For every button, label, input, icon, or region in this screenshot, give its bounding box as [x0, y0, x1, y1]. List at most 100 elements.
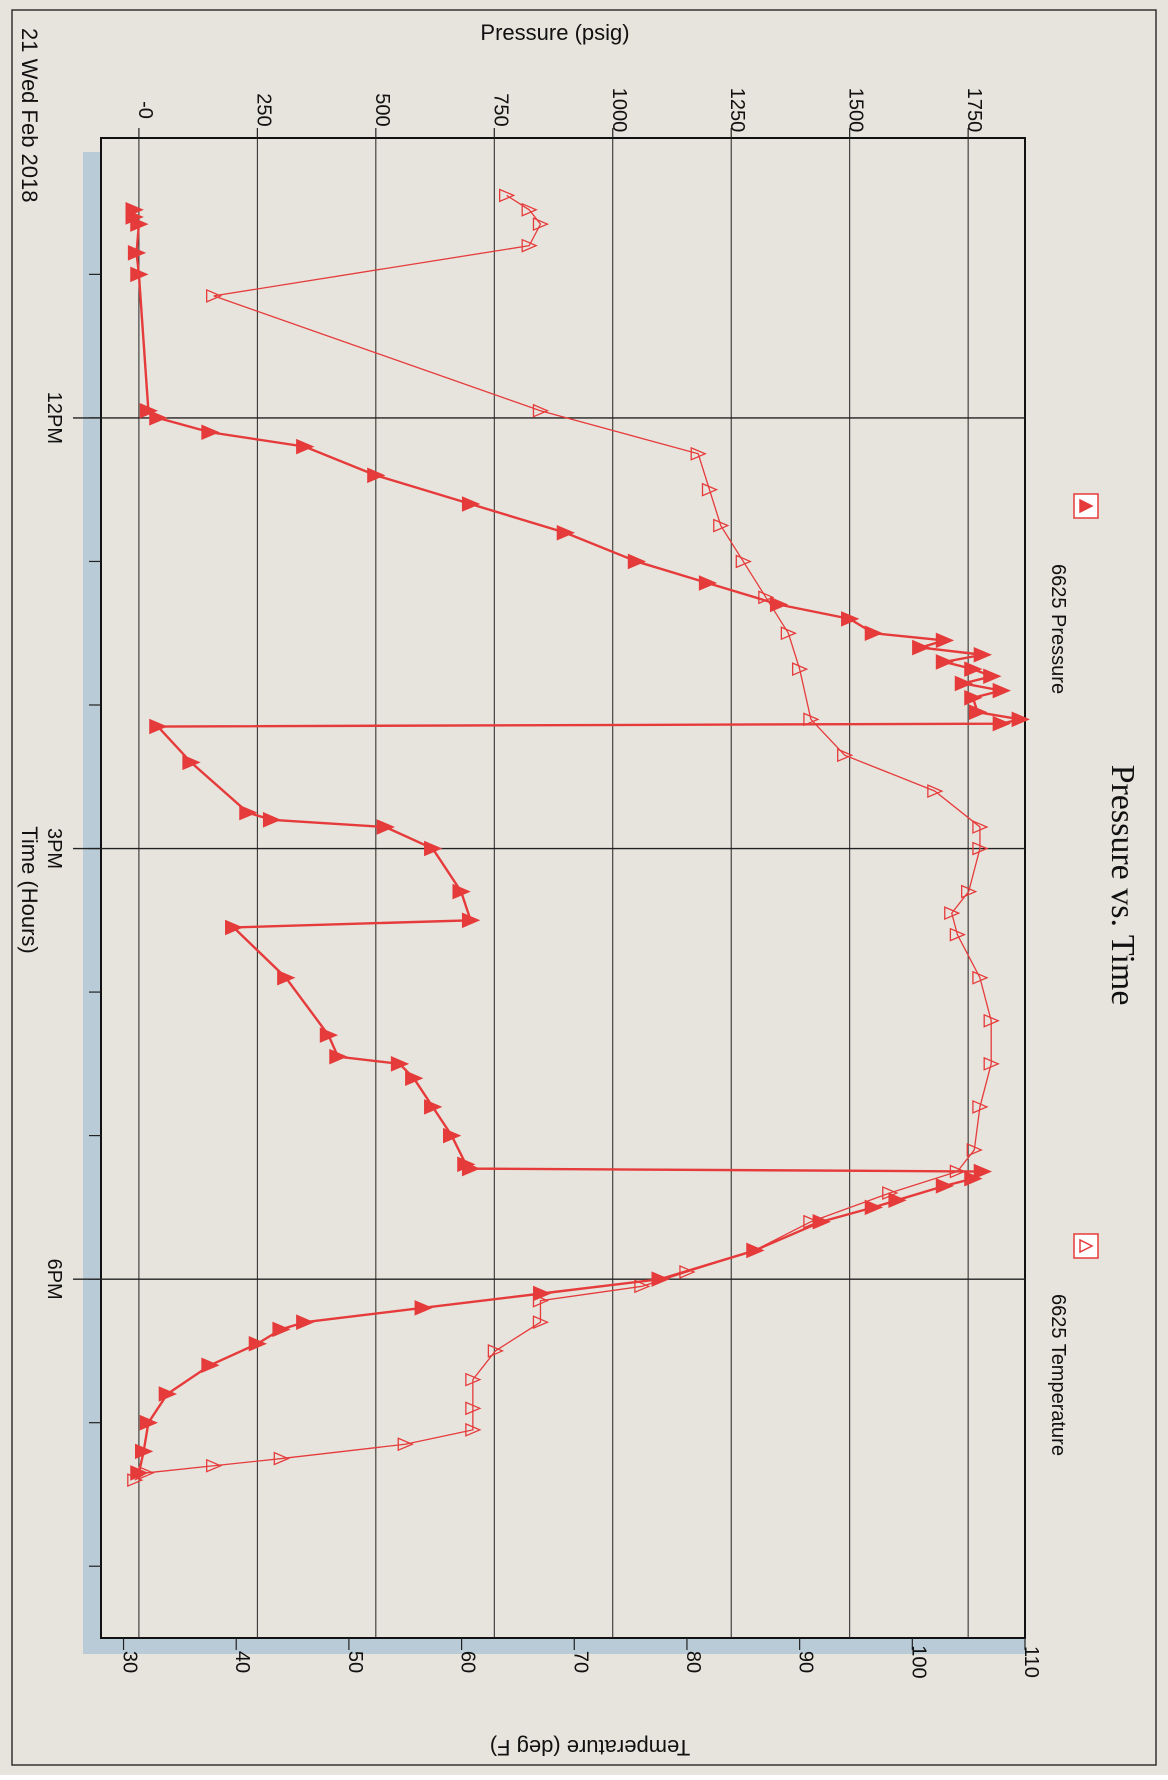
- series-6625-pressure: [125, 201, 1030, 1481]
- data-point: [424, 840, 443, 857]
- data-series: [125, 188, 1030, 1488]
- data-point: [465, 1401, 482, 1416]
- data-point: [679, 1265, 696, 1279]
- data-point: [390, 1056, 410, 1072]
- legend-label: 6625 Temperature: [1047, 1294, 1069, 1456]
- data-point: [139, 402, 159, 419]
- data-point: [964, 1170, 983, 1187]
- legend-marker: [1079, 1238, 1094, 1254]
- data-point: [405, 1070, 424, 1086]
- data-point: [864, 625, 884, 641]
- data-point: [837, 748, 854, 763]
- data-point: [983, 1056, 1000, 1071]
- plot-border: [100, 137, 1026, 1639]
- data-point: [532, 217, 550, 232]
- time-tick-label: 12PM: [43, 392, 65, 444]
- data-point: [329, 1048, 348, 1065]
- data-point: [927, 784, 944, 799]
- data-point: [972, 1099, 989, 1114]
- data-point: [127, 245, 147, 261]
- data-point: [225, 919, 244, 936]
- data-point: [273, 1451, 290, 1466]
- temperature-tick-label: 110: [1020, 1646, 1042, 1678]
- data-point: [935, 632, 955, 649]
- pressure-tick-label: 250: [252, 93, 274, 126]
- data-point: [532, 403, 550, 418]
- data-point: [627, 553, 647, 570]
- data-point: [319, 1027, 339, 1043]
- data-point: [452, 883, 471, 900]
- data-point: [972, 841, 989, 856]
- data-point: [634, 1279, 651, 1294]
- data-point: [713, 518, 730, 533]
- temperature-tick-label: 30: [119, 1651, 141, 1673]
- data-point: [272, 1321, 291, 1338]
- data-point: [803, 1214, 820, 1229]
- data-point: [912, 639, 931, 656]
- temperature-tick-label: 80: [682, 1651, 704, 1673]
- shadow-band-bottom: [83, 1638, 1025, 1654]
- pressure-tick-label: -0: [134, 101, 156, 119]
- data-point: [465, 1372, 482, 1387]
- page-border: [11, 9, 1157, 1766]
- data-point: [376, 819, 395, 835]
- data-point: [735, 554, 752, 569]
- data-point: [972, 820, 989, 834]
- temperature-tick-label: 50: [344, 1651, 366, 1673]
- pressure-tick-label: 1500: [845, 88, 867, 133]
- data-point: [130, 216, 149, 232]
- data-point: [149, 410, 168, 426]
- data-point: [130, 266, 149, 283]
- data-point: [296, 438, 315, 455]
- data-point: [935, 654, 955, 670]
- data-point: [149, 718, 168, 735]
- data-point: [966, 1143, 983, 1157]
- series-line: [132, 209, 1021, 1474]
- pressure-tick-label: 1000: [608, 88, 630, 133]
- data-point: [532, 1315, 550, 1330]
- data-point: [949, 1164, 967, 1179]
- data-point: [888, 1192, 907, 1208]
- data-point: [262, 812, 282, 828]
- data-point: [397, 1437, 414, 1452]
- data-point: [134, 1443, 154, 1460]
- time-axis-title: Time (Hours): [17, 826, 42, 954]
- temperature-tick-label: 70: [569, 1651, 591, 1673]
- data-point: [973, 1163, 993, 1180]
- series-line: [134, 194, 992, 1481]
- grid-lines: [73, 138, 1025, 1638]
- data-point: [841, 611, 860, 627]
- pressure-axis-title: Pressure (psig): [480, 20, 629, 45]
- data-point: [992, 682, 1011, 699]
- data-point: [158, 1386, 178, 1402]
- data-point: [461, 912, 481, 929]
- data-point: [367, 467, 386, 484]
- data-point: [521, 238, 538, 253]
- time-tick-label: 6PM: [43, 1259, 65, 1300]
- data-point: [864, 1199, 884, 1216]
- temperature-tick-label: 100: [907, 1645, 929, 1678]
- data-point: [182, 754, 201, 771]
- data-point: [954, 675, 974, 692]
- labels: Pressure (psig) Temperature (deg F) Time (…: [17, 20, 1141, 1760]
- temperature-tick-label: 60: [457, 1651, 479, 1673]
- legend-marker: [1079, 498, 1094, 514]
- data-point: [201, 1357, 220, 1374]
- data-point: [791, 662, 809, 677]
- data-point: [201, 424, 220, 441]
- data-point: [690, 446, 707, 461]
- data-point: [521, 202, 538, 217]
- data-point: [968, 704, 988, 720]
- data-point: [812, 1213, 831, 1230]
- pressure-tick-label: 1250: [726, 88, 748, 133]
- data-point: [961, 884, 978, 899]
- series-6625-temperature: [127, 188, 1000, 1488]
- date-label: 21 Wed Feb 2018: [17, 28, 42, 203]
- data-point: [882, 1186, 899, 1200]
- data-point: [803, 712, 820, 727]
- chart-title: Pressure vs. Time: [1104, 765, 1141, 1006]
- chart-frame: [11, 9, 1157, 1766]
- data-point: [461, 496, 481, 512]
